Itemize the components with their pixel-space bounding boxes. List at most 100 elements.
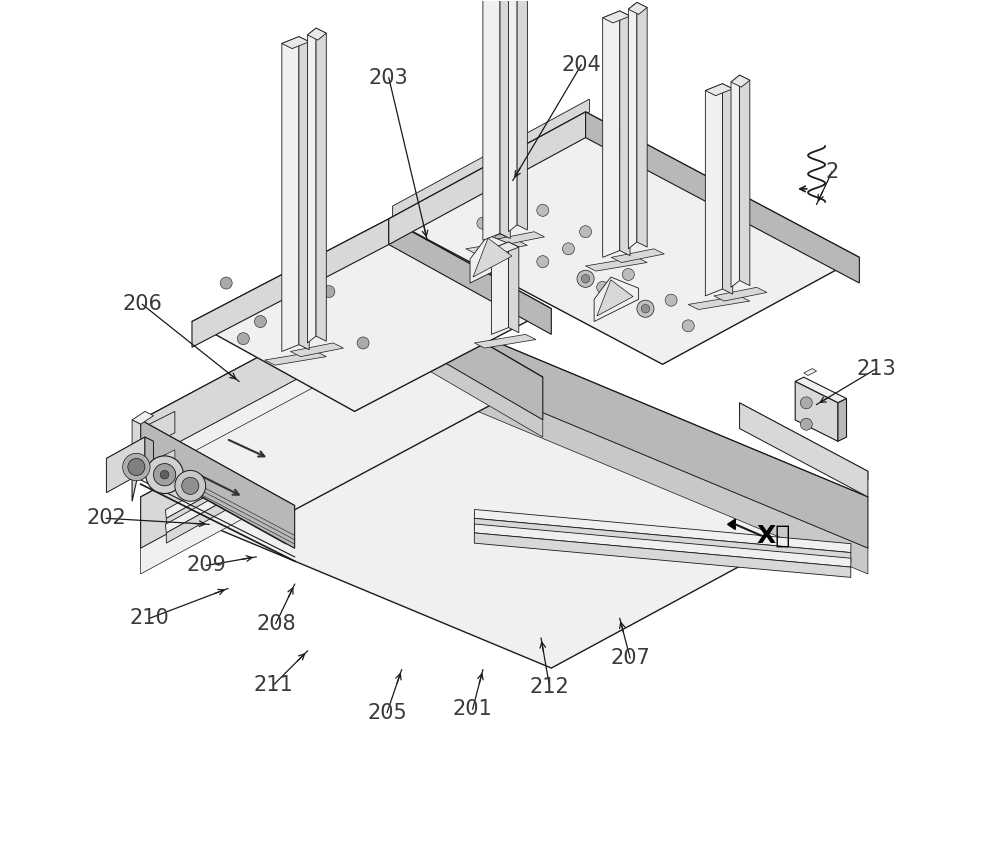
Polygon shape [372,283,397,317]
Polygon shape [731,75,750,87]
Polygon shape [316,28,326,341]
Polygon shape [149,411,175,446]
Circle shape [682,320,694,332]
Text: 205: 205 [367,703,407,722]
Polygon shape [389,219,551,334]
Polygon shape [628,3,647,15]
Polygon shape [282,37,309,49]
Polygon shape [474,533,851,578]
Text: 203: 203 [369,68,409,87]
Polygon shape [728,519,735,530]
Text: 211: 211 [253,675,293,695]
Circle shape [577,270,594,287]
Circle shape [562,243,574,255]
Polygon shape [132,420,295,544]
Polygon shape [740,403,868,480]
Polygon shape [166,347,474,529]
Circle shape [622,268,634,280]
Polygon shape [586,257,647,271]
Circle shape [153,464,176,486]
Polygon shape [594,277,639,321]
Circle shape [128,458,145,476]
Polygon shape [457,326,868,548]
Polygon shape [470,235,518,283]
Polygon shape [265,351,326,365]
Polygon shape [731,75,740,287]
Polygon shape [299,37,309,350]
Circle shape [597,281,609,293]
Circle shape [537,255,549,267]
Polygon shape [141,326,457,548]
Polygon shape [517,0,527,230]
Polygon shape [141,420,295,548]
Polygon shape [597,280,633,316]
Polygon shape [509,0,517,231]
Polygon shape [149,450,175,476]
Circle shape [537,204,549,216]
Circle shape [323,285,335,297]
Circle shape [477,217,489,229]
Polygon shape [389,112,586,244]
Circle shape [254,315,266,327]
Polygon shape [705,84,733,96]
Polygon shape [603,11,630,23]
Polygon shape [714,287,767,301]
Polygon shape [500,0,510,238]
Polygon shape [132,420,141,458]
Polygon shape [705,84,722,296]
Polygon shape [586,112,859,283]
Polygon shape [192,219,551,411]
Polygon shape [389,112,586,231]
Polygon shape [165,353,474,533]
Polygon shape [106,437,145,493]
Polygon shape [637,3,647,247]
Polygon shape [192,219,389,347]
Text: 206: 206 [122,295,162,315]
Polygon shape [141,330,389,480]
Circle shape [800,397,812,409]
Circle shape [160,470,169,479]
Polygon shape [474,334,536,348]
Polygon shape [393,99,589,219]
Text: 212: 212 [530,677,570,697]
Polygon shape [457,377,868,574]
Text: 208: 208 [256,614,296,633]
Circle shape [123,453,150,481]
Text: 213: 213 [857,358,896,379]
Polygon shape [804,369,817,375]
Polygon shape [474,509,851,553]
Circle shape [357,337,369,349]
Polygon shape [795,381,838,441]
Polygon shape [491,242,519,254]
Polygon shape [290,343,343,357]
Polygon shape [132,420,141,501]
Polygon shape [509,242,519,333]
Circle shape [146,456,183,494]
Circle shape [237,333,249,345]
Polygon shape [165,339,474,518]
Circle shape [665,294,677,306]
Text: 207: 207 [610,648,650,668]
Polygon shape [141,326,868,668]
Circle shape [580,225,592,237]
Circle shape [494,234,506,246]
Polygon shape [141,287,389,463]
Polygon shape [688,296,750,309]
Polygon shape [740,75,750,285]
Polygon shape [603,11,620,257]
Polygon shape [466,240,527,254]
Polygon shape [474,518,851,563]
Circle shape [581,274,590,283]
Circle shape [637,300,654,317]
Polygon shape [106,437,153,463]
Polygon shape [307,28,326,40]
Polygon shape [474,524,851,567]
Polygon shape [838,399,847,441]
Text: 210: 210 [129,608,169,628]
Text: X轴: X轴 [757,524,791,548]
Polygon shape [483,0,500,240]
Text: 201: 201 [453,699,492,719]
Polygon shape [473,238,512,277]
Text: 204: 204 [561,55,601,75]
Polygon shape [307,28,316,343]
